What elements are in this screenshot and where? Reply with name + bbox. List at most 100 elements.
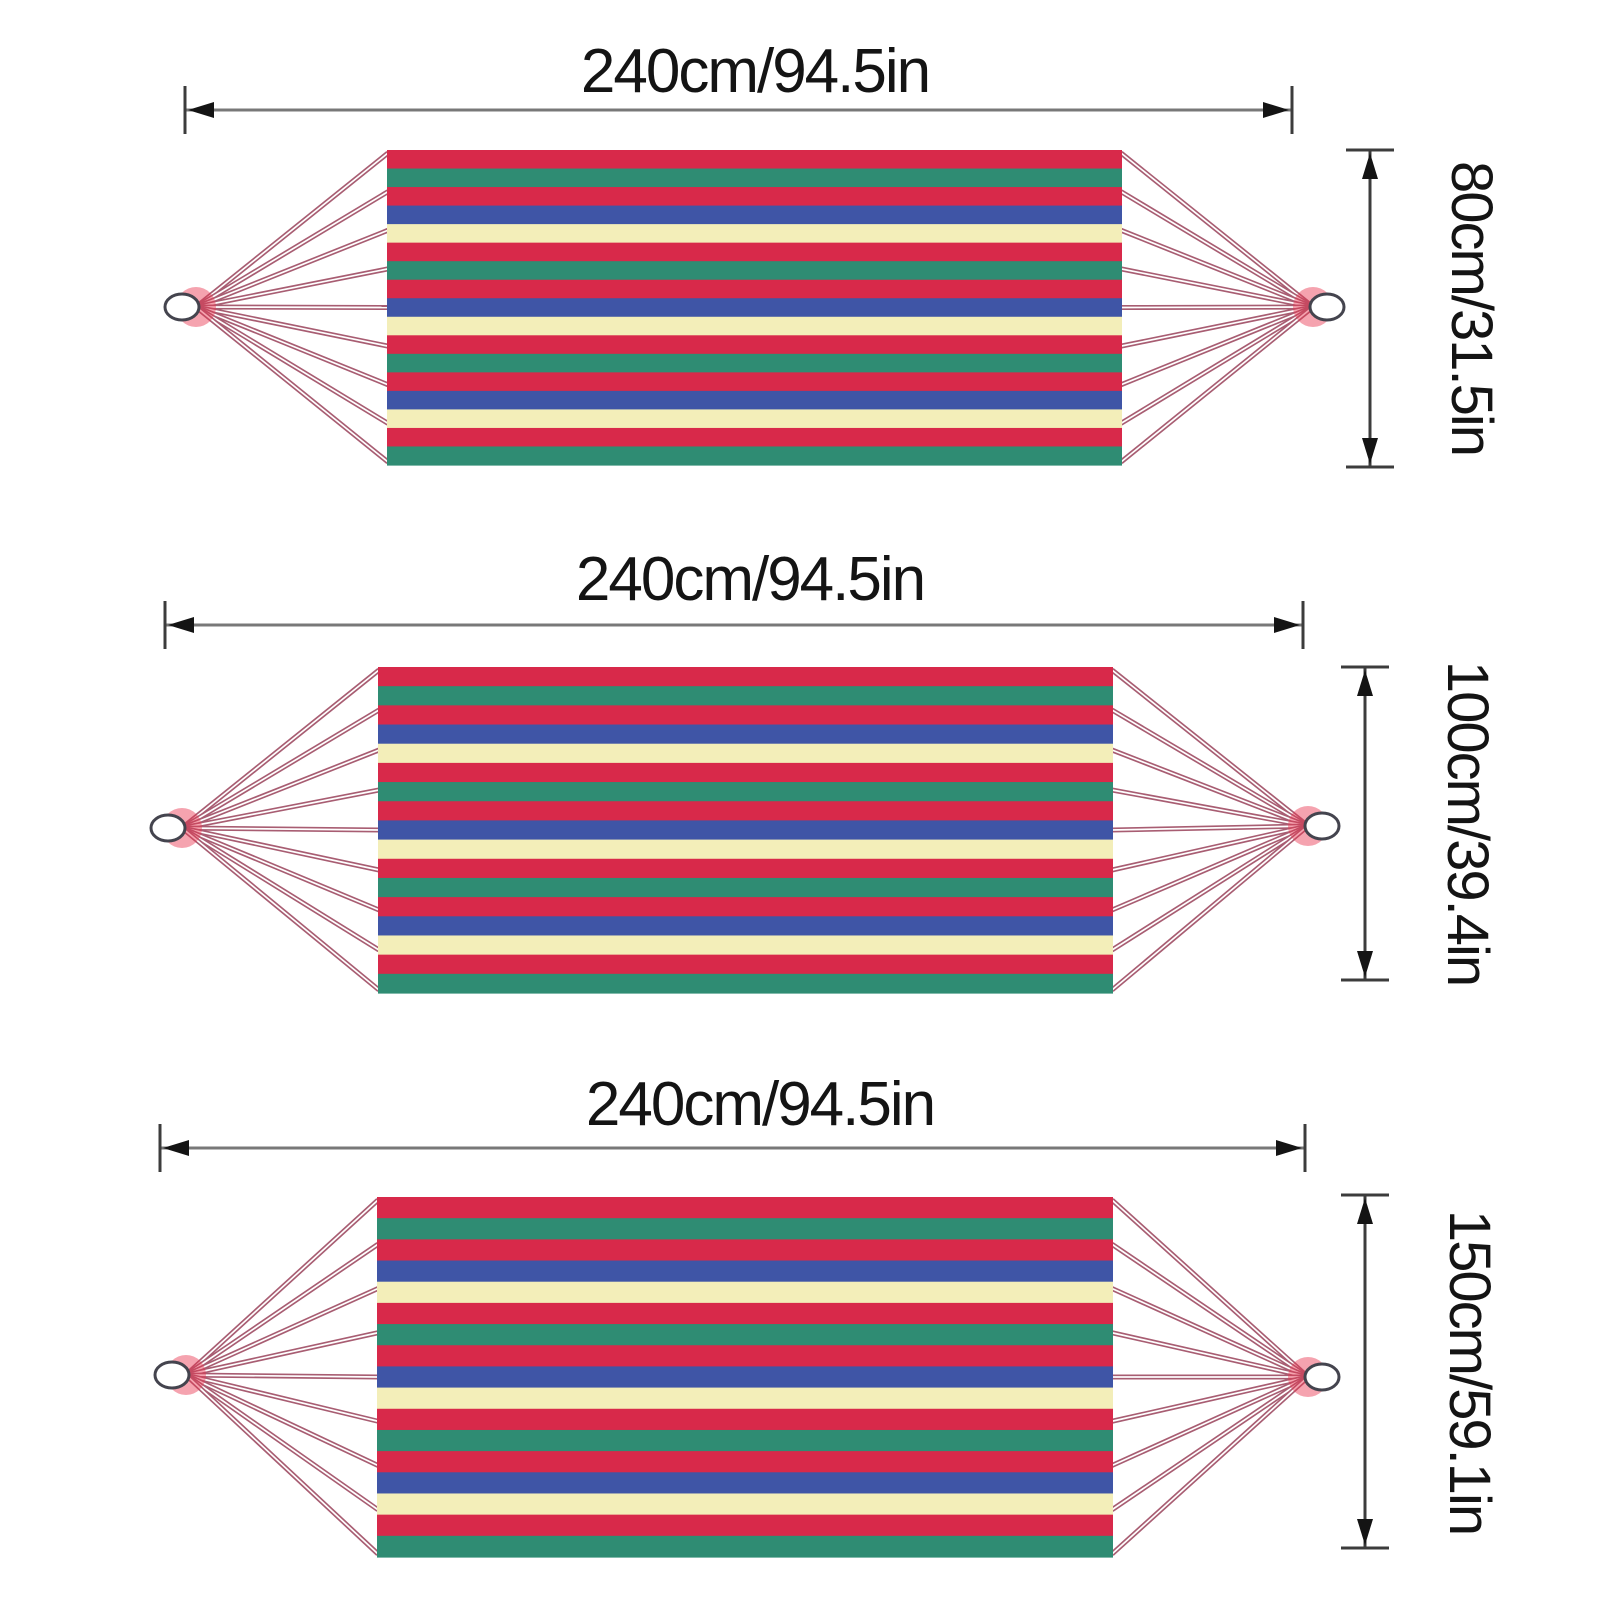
fabric-stripe-cream — [387, 316, 1122, 336]
hammock-1-suspension-rope-right — [1120, 152, 1314, 308]
hammock-1-suspension-rope-right — [1120, 306, 1314, 386]
hammock-1-fabric — [387, 150, 1122, 466]
hammock-1-suspension-rope-right — [1120, 306, 1314, 463]
hammock-2-suspension-rope-left — [181, 709, 380, 829]
hammock-3-suspension-rope-right — [1111, 1376, 1309, 1555]
hammock-3-right-hanging-ring — [1303, 1362, 1341, 1392]
fabric-stripe-red — [387, 427, 1122, 448]
hammock-3-suspension-rope-right — [1111, 1287, 1309, 1378]
hammock-3-length-left-arrow-icon — [163, 1140, 189, 1156]
hammock-3-suspension-rope-right — [1111, 1331, 1309, 1378]
hammock-1-width-bottom-arrow-icon — [1362, 438, 1378, 464]
hammock-1-suspension-rope-left — [195, 190, 389, 308]
fabric-stripe-cream — [378, 935, 1113, 956]
hammock-3-suspension-rope-left — [185, 1199, 379, 1376]
fabric-stripe-green — [377, 1535, 1113, 1558]
fabric-stripe-blue — [387, 205, 1122, 225]
hammock-1-suspension-rope-left — [195, 152, 389, 308]
hammock-1-suspension-rope-right — [1120, 306, 1314, 347]
hammock-1-suspension-rope-left — [195, 229, 389, 308]
hammock-2-suspension-rope-left — [181, 789, 380, 829]
fabric-stripe-green — [378, 686, 1113, 706]
hammock-1-suspension-rope-right — [1120, 268, 1314, 308]
hammock-1-suspension-rope-left — [195, 306, 389, 347]
hammock-2-suspension-rope-right — [1111, 749, 1309, 827]
fabric-stripe-blue — [378, 820, 1113, 841]
hammock-1-suspension-rope-left — [195, 306, 389, 425]
hammock-1-suspension-rope-left — [195, 268, 389, 308]
hammock-3-ropes — [184, 1198, 1310, 1556]
hammock-3-suspension-rope-left — [185, 1374, 379, 1423]
hammock-3-suspension-rope-right — [1111, 1376, 1309, 1467]
fabric-stripe-green — [378, 973, 1113, 994]
hammock-1-length-right-arrow-icon — [1263, 102, 1289, 118]
hammock-3-suspension-rope-right — [1111, 1199, 1309, 1378]
hammock-1-suspension-rope-right — [1120, 306, 1314, 425]
fabric-stripe-red — [377, 1408, 1113, 1431]
hammock-3-suspension-rope-left — [185, 1243, 379, 1376]
hammock-2-suspension-rope-right — [1111, 825, 1309, 951]
hammock-3-suspension-rope-right — [1111, 1376, 1309, 1423]
hammock-2-suspension-rope-left — [181, 827, 380, 871]
hammock-2-suspension-rope-right — [1111, 709, 1309, 827]
hammock-3-left-hanging-ring — [153, 1360, 191, 1390]
hammock-1-suspension-rope-right — [1120, 190, 1314, 308]
hammock-3-suspension-rope-left — [185, 1374, 379, 1467]
fabric-stripe-green — [377, 1429, 1113, 1452]
fabric-stripe-red — [378, 667, 1113, 687]
fabric-stripe-green — [387, 446, 1122, 466]
fabric-stripe-green — [387, 168, 1122, 188]
hammock-3-group: 240cm/94.5in 150cm/59.1in — [153, 1070, 1502, 1558]
hammock-1-group: 240cm/94.5in 80cm/31.5in — [163, 37, 1504, 469]
hammock-3-width-label: 150cm/59.1in — [1437, 1210, 1502, 1534]
fabric-stripe-red — [378, 705, 1113, 726]
fabric-stripe-cream — [387, 224, 1122, 244]
fabric-stripe-red — [377, 1514, 1113, 1537]
hammock-2-suspension-rope-right — [1111, 825, 1309, 911]
fabric-stripe-blue — [377, 1472, 1113, 1495]
hammock-3-suspension-rope-left — [185, 1374, 379, 1511]
hammock-3-suspension-rope-left — [185, 1331, 379, 1376]
hammock-3-suspension-rope-right — [1111, 1376, 1309, 1511]
hammock-1-suspension-rope-left — [195, 306, 389, 309]
fabric-stripe-green — [377, 1324, 1113, 1346]
hammock-2-length-left-arrow-icon — [168, 617, 194, 633]
fabric-stripe-blue — [378, 724, 1113, 745]
fabric-stripe-green — [387, 261, 1122, 281]
fabric-stripe-red — [387, 335, 1122, 355]
hammock-2-suspension-rope-left — [181, 827, 380, 991]
hammock-1-left-hanging-ring — [163, 292, 201, 322]
hammock-2-left-hanging-ring — [149, 813, 187, 843]
fabric-stripe-blue — [387, 298, 1122, 318]
hammock-3-width-top-arrow-icon — [1357, 1198, 1373, 1224]
fabric-stripe-green — [387, 353, 1122, 373]
hammock-1-length-left-arrow-icon — [188, 102, 214, 118]
fabric-stripe-red — [377, 1302, 1113, 1325]
hammock-1-suspension-rope-left — [195, 306, 389, 463]
hammock-2-width-bottom-arrow-icon — [1357, 951, 1373, 977]
hammock-2-width-top-arrow-icon — [1357, 670, 1373, 696]
fabric-stripe-green — [377, 1218, 1113, 1240]
hammock-3-fabric — [377, 1197, 1113, 1558]
hammock-1-ropes — [194, 151, 1315, 464]
hammock-2-suspension-rope-right — [1111, 825, 1309, 871]
fabric-stripe-red — [378, 954, 1113, 975]
fabric-stripe-red — [378, 858, 1113, 879]
fabric-stripe-red — [377, 1345, 1113, 1368]
fabric-stripe-red — [377, 1197, 1113, 1219]
hammock-2-group: 240cm/94.5in 100cm/39.4in — [149, 545, 1500, 994]
hammock-3-width-bottom-arrow-icon — [1357, 1519, 1373, 1545]
fabric-stripe-green — [378, 877, 1113, 898]
hammock-2-suspension-rope-right — [1111, 825, 1309, 991]
hammock-2-suspension-rope-right — [1111, 669, 1309, 827]
fabric-stripe-blue — [377, 1366, 1113, 1389]
hammock-2-suspension-rope-left — [181, 827, 380, 831]
hammock-1-right-hanging-ring — [1308, 292, 1346, 322]
hammock-2-length-right-arrow-icon — [1274, 617, 1300, 633]
fabric-stripe-cream — [377, 1493, 1113, 1516]
fabric-stripe-blue — [378, 916, 1113, 937]
fabric-stripe-red — [378, 801, 1113, 822]
hammock-3-suspension-rope-left — [185, 1374, 379, 1555]
fabric-stripe-red — [387, 187, 1122, 207]
